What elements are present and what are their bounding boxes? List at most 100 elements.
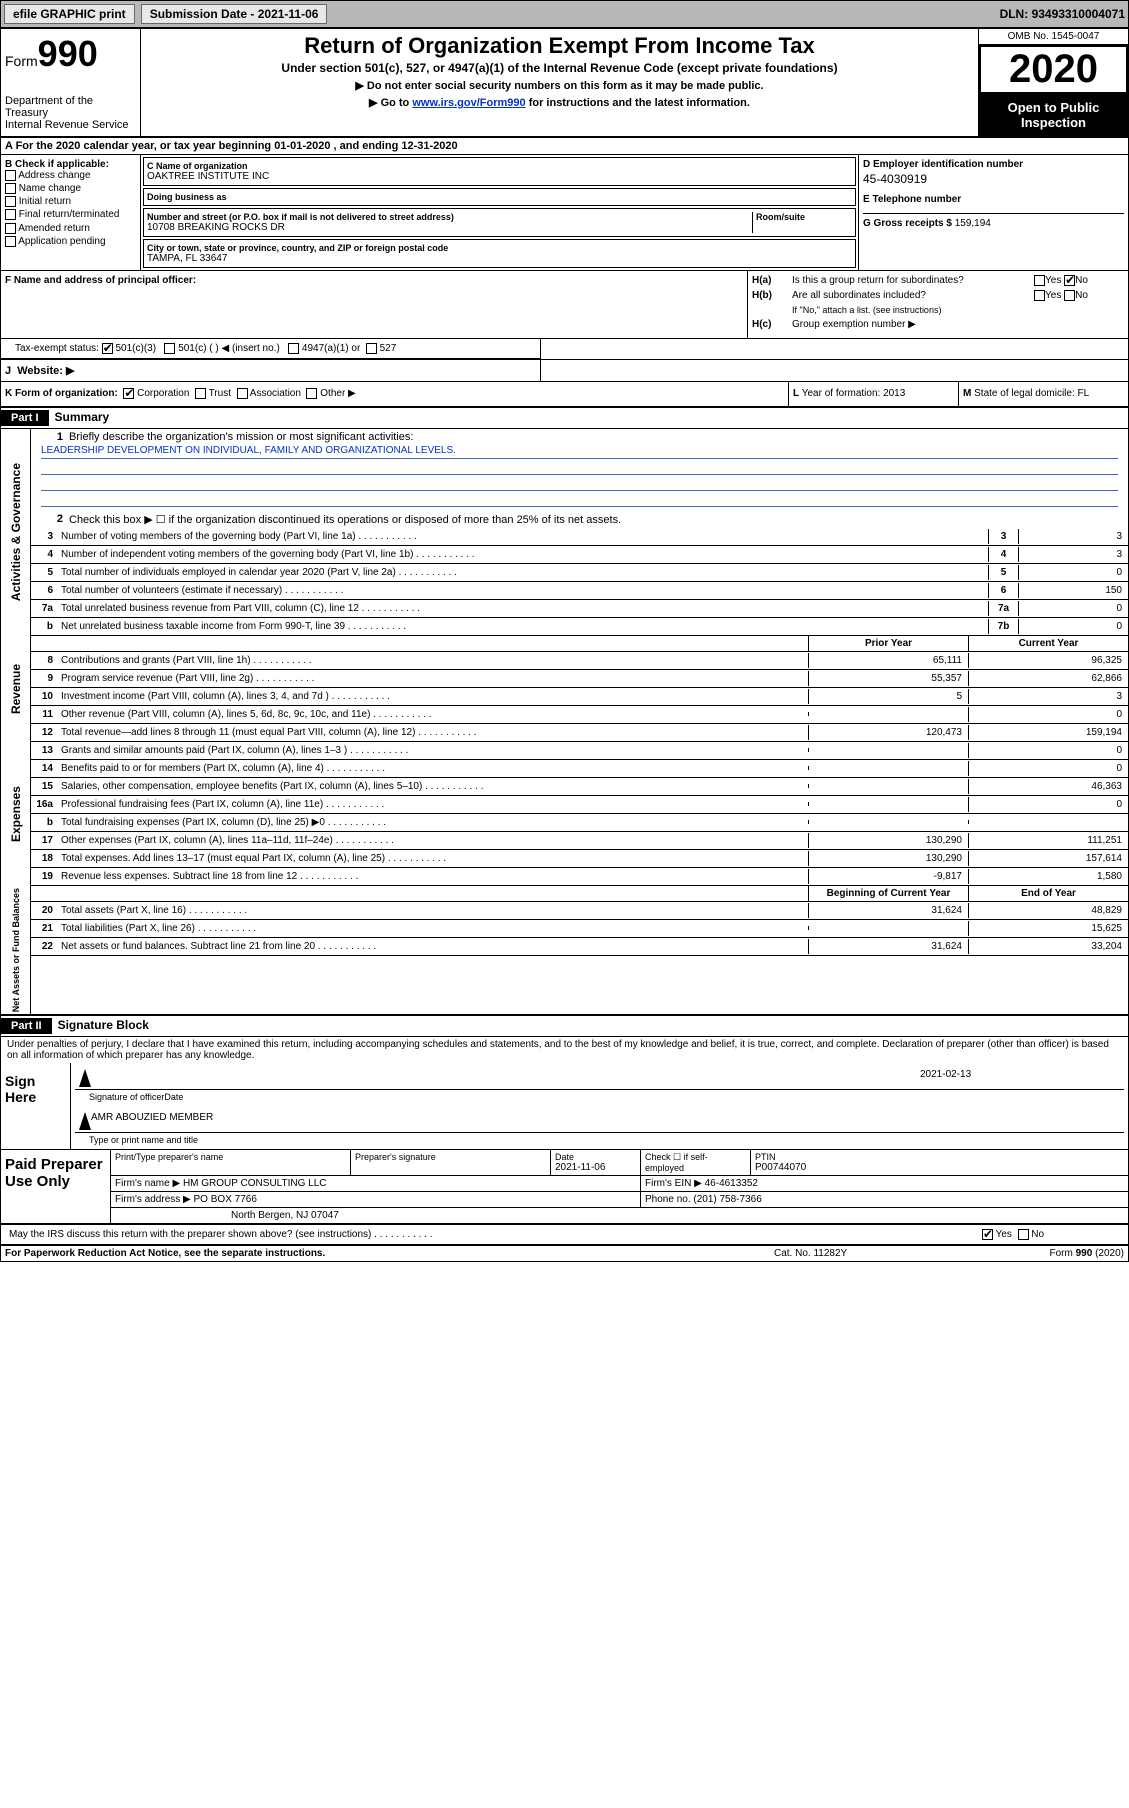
note1: ▶ Do not enter social security numbers o… bbox=[145, 79, 974, 92]
efile-button[interactable]: efile GRAPHIC print bbox=[4, 4, 135, 24]
discuss-yes[interactable] bbox=[982, 1229, 993, 1240]
omb: OMB No. 1545-0047 bbox=[979, 29, 1128, 45]
cb-corp[interactable] bbox=[123, 388, 134, 399]
row-ij: Tax-exempt status: 501(c)(3) 501(c) ( ) … bbox=[1, 339, 1128, 360]
cb-pending[interactable] bbox=[5, 236, 16, 247]
table-row: 11Other revenue (Part VIII, column (A), … bbox=[31, 706, 1128, 724]
col-f: F Name and address of principal officer: bbox=[1, 271, 748, 338]
prep-date: 2021-11-06 bbox=[555, 1162, 636, 1173]
cb-527[interactable] bbox=[366, 343, 377, 354]
table-row: 20Total assets (Part X, line 16)31,62448… bbox=[31, 902, 1128, 920]
firm-name: HM GROUP CONSULTING LLC bbox=[183, 1178, 327, 1189]
revenue-section: Revenue Prior YearCurrent Year 8Contribu… bbox=[1, 636, 1128, 742]
discuss-no[interactable] bbox=[1018, 1229, 1029, 1240]
table-row: 6Total number of volunteers (estimate if… bbox=[31, 582, 1128, 600]
org-name: OAKTREE INSTITUTE INC bbox=[147, 171, 852, 182]
ptin: P00744070 bbox=[755, 1162, 1124, 1173]
table-row: 18Total expenses. Add lines 13–17 (must … bbox=[31, 850, 1128, 868]
cb-name[interactable] bbox=[5, 183, 16, 194]
gov-label: Activities & Governance bbox=[3, 461, 29, 603]
discuss-row: May the IRS discuss this return with the… bbox=[1, 1225, 1128, 1246]
rev-label: Revenue bbox=[3, 662, 29, 716]
table-row: 9Program service revenue (Part VIII, lin… bbox=[31, 670, 1128, 688]
col-d: D Employer identification number 45-4030… bbox=[858, 155, 1128, 270]
row-a: A For the 2020 calendar year, or tax yea… bbox=[1, 138, 1128, 155]
col-h: H(a) Is this a group return for subordin… bbox=[748, 271, 1128, 338]
officer-name: AMR ABOUZIED MEMBER bbox=[91, 1112, 1120, 1130]
table-row: bTotal fundraising expenses (Part IX, co… bbox=[31, 814, 1128, 832]
table-row: 7aTotal unrelated business revenue from … bbox=[31, 600, 1128, 618]
table-row: 10Investment income (Part VIII, column (… bbox=[31, 688, 1128, 706]
footer: For Paperwork Reduction Act Notice, see … bbox=[1, 1246, 1128, 1261]
cb-other[interactable] bbox=[306, 388, 317, 399]
mission-text: LEADERSHIP DEVELOPMENT ON INDIVIDUAL, FA… bbox=[41, 445, 1118, 459]
row-klm: K Form of organization: Corporation Trus… bbox=[1, 382, 1128, 407]
city: TAMPA, FL 33647 bbox=[147, 253, 852, 264]
table-row: 15Salaries, other compensation, employee… bbox=[31, 778, 1128, 796]
table-row: 16aProfessional fundraising fees (Part I… bbox=[31, 796, 1128, 814]
form-container: Form990 Department of the Treasury Inter… bbox=[0, 28, 1129, 1262]
governance-section: Activities & Governance 1Briefly describ… bbox=[1, 429, 1128, 636]
table-row: 19Revenue less expenses. Subtract line 1… bbox=[31, 868, 1128, 886]
ha-yes[interactable] bbox=[1034, 275, 1045, 286]
header-right: OMB No. 1545-0047 2020 Open to Public In… bbox=[978, 29, 1128, 136]
note2: ▶ Go to www.irs.gov/Form990 for instruct… bbox=[145, 96, 974, 109]
rev-header: Prior YearCurrent Year bbox=[31, 636, 1128, 652]
tax-exempt-row: Tax-exempt status: 501(c)(3) 501(c) ( ) … bbox=[1, 339, 541, 359]
table-row: 21Total liabilities (Part X, line 26)15,… bbox=[31, 920, 1128, 938]
table-row: 13Grants and similar amounts paid (Part … bbox=[31, 742, 1128, 760]
tax-year: 2020 bbox=[979, 45, 1128, 94]
top-bar: efile GRAPHIC print Submission Date - 20… bbox=[0, 0, 1129, 28]
dln: DLN: 93493310004071 bbox=[1000, 7, 1125, 21]
cb-initial[interactable] bbox=[5, 196, 16, 207]
col-b: B Check if applicable: Address change Na… bbox=[1, 155, 141, 270]
state-domicile: FL bbox=[1078, 388, 1090, 399]
section-bcd: B Check if applicable: Address change Na… bbox=[1, 155, 1128, 271]
sign-section: Sign Here 2021-02-13 Signature of office… bbox=[1, 1063, 1128, 1150]
cb-trust[interactable] bbox=[195, 388, 206, 399]
header-mid: Return of Organization Exempt From Incom… bbox=[141, 29, 978, 136]
year-formation: 2013 bbox=[883, 388, 905, 399]
cb-4947[interactable] bbox=[288, 343, 299, 354]
ein: 45-4030919 bbox=[863, 172, 1124, 186]
table-row: 17Other expenses (Part IX, column (A), l… bbox=[31, 832, 1128, 850]
expenses-section: Expenses 13Grants and similar amounts pa… bbox=[1, 742, 1128, 886]
table-row: 3Number of voting members of the governi… bbox=[31, 528, 1128, 546]
cb-address[interactable] bbox=[5, 170, 16, 181]
paid-preparer-section: Paid Preparer Use Only Print/Type prepar… bbox=[1, 1150, 1128, 1225]
row-fh: F Name and address of principal officer:… bbox=[1, 271, 1128, 339]
table-row: 14Benefits paid to or for members (Part … bbox=[31, 760, 1128, 778]
part2-header: Part IISignature Block bbox=[1, 1016, 1128, 1037]
firm-ein: 46-4613352 bbox=[705, 1178, 758, 1189]
form-org-row: K Form of organization: Corporation Trus… bbox=[1, 382, 788, 405]
netassets-section: Net Assets or Fund Balances Beginning of… bbox=[1, 886, 1128, 1016]
ha-no[interactable] bbox=[1064, 275, 1075, 286]
form-title: Return of Organization Exempt From Incom… bbox=[145, 33, 974, 59]
table-row: 12Total revenue—add lines 8 through 11 (… bbox=[31, 724, 1128, 742]
part1-header: Part ISummary bbox=[1, 408, 1128, 429]
cb-final[interactable] bbox=[5, 209, 16, 220]
gross-receipts: 159,194 bbox=[955, 218, 991, 229]
col-c: C Name of organization OAKTREE INSTITUTE… bbox=[141, 155, 858, 270]
header-left: Form990 Department of the Treasury Inter… bbox=[1, 29, 141, 136]
declaration: Under penalties of perjury, I declare th… bbox=[1, 1037, 1128, 1063]
table-row: 22Net assets or fund balances. Subtract … bbox=[31, 938, 1128, 956]
submission-button[interactable]: Submission Date - 2021-11-06 bbox=[141, 4, 328, 24]
form-header: Form990 Department of the Treasury Inter… bbox=[1, 29, 1128, 138]
dept-label: Department of the Treasury Internal Reve… bbox=[5, 95, 136, 131]
table-row: 8Contributions and grants (Part VIII, li… bbox=[31, 652, 1128, 670]
sign-arrow-icon bbox=[79, 1069, 91, 1087]
na-label: Net Assets or Fund Balances bbox=[5, 886, 27, 1014]
table-row: 5Total number of individuals employed in… bbox=[31, 564, 1128, 582]
cb-assoc[interactable] bbox=[237, 388, 248, 399]
cb-501c3[interactable] bbox=[102, 343, 113, 354]
hb-no[interactable] bbox=[1064, 290, 1075, 301]
form990-link[interactable]: www.irs.gov/Form990 bbox=[412, 97, 525, 109]
exp-label: Expenses bbox=[3, 784, 29, 844]
form-subtitle: Under section 501(c), 527, or 4947(a)(1)… bbox=[145, 61, 974, 75]
cb-amended[interactable] bbox=[5, 223, 16, 234]
sign-date: 2021-02-13 bbox=[920, 1069, 1120, 1087]
hb-yes[interactable] bbox=[1034, 290, 1045, 301]
inspection-label: Open to Public Inspection bbox=[979, 94, 1128, 136]
cb-501c[interactable] bbox=[164, 343, 175, 354]
